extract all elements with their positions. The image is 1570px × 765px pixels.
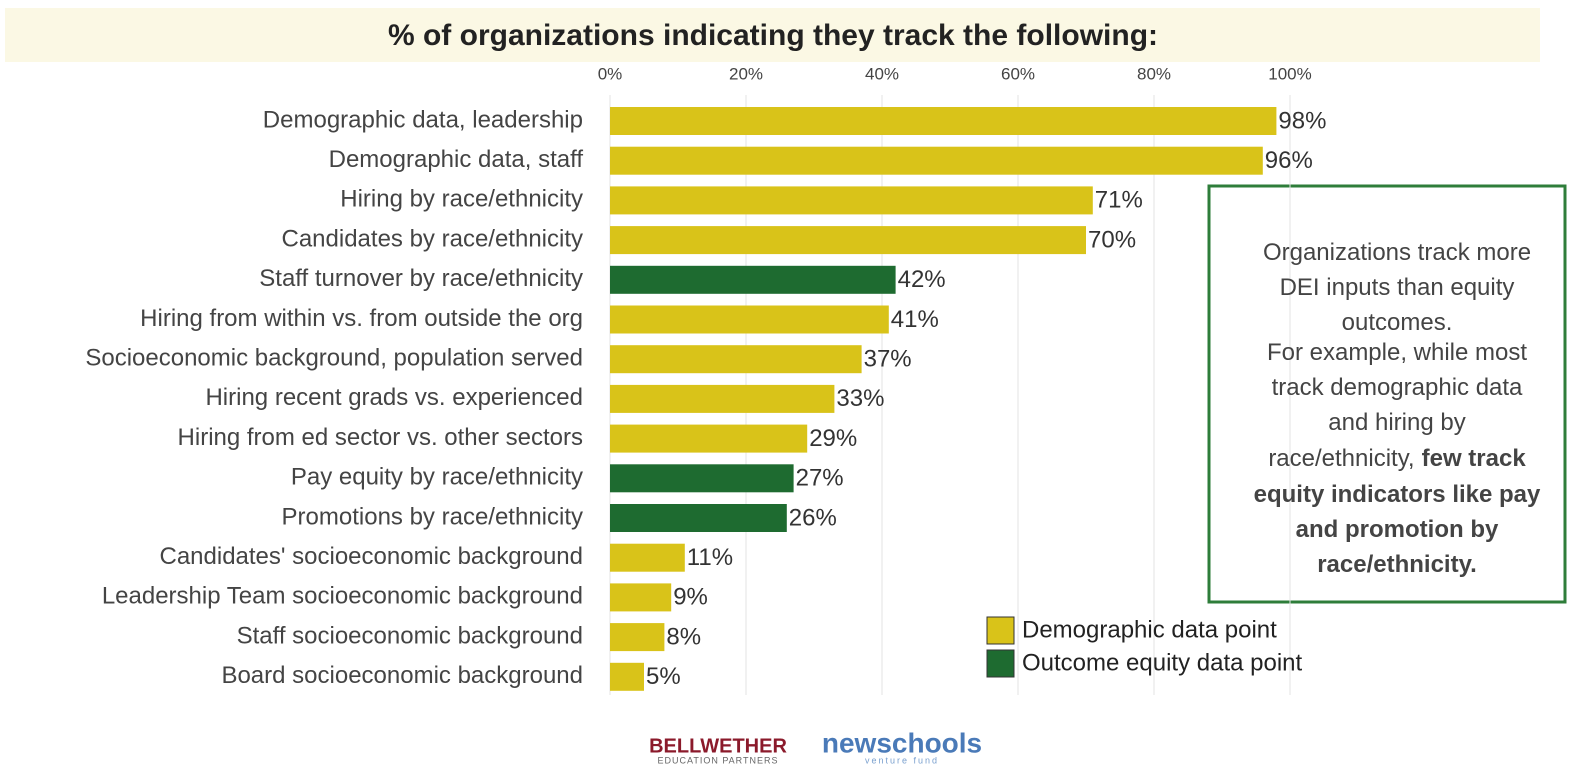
annotation-text: Organizations track more xyxy=(1263,239,1531,266)
annotation-text: DEI inputs than equity xyxy=(1280,274,1515,301)
bar xyxy=(610,662,644,691)
logo-bellwether-sub: EDUCATION PARTNERS xyxy=(657,755,778,765)
bar xyxy=(610,226,1086,255)
annotation-line: equity indicators like pay xyxy=(1254,481,1541,508)
data-label: 26% xyxy=(789,504,837,531)
data-label: 11% xyxy=(687,544,733,571)
data-label: 33% xyxy=(836,385,884,412)
y-tick-label: Board socioeconomic background xyxy=(221,662,583,689)
annotation-text: few track xyxy=(1422,445,1527,472)
annotation-line: Organizations track more xyxy=(1263,239,1531,266)
annotation-line: DEI inputs than equity xyxy=(1280,274,1515,301)
annotation-text: equity indicators like pay xyxy=(1254,481,1541,508)
bar xyxy=(610,623,665,652)
y-tick-label: Socioeconomic background, population ser… xyxy=(85,345,583,372)
x-tick-label: 80% xyxy=(1137,64,1171,83)
y-tick-label: Hiring by race/ethnicity xyxy=(340,186,583,213)
y-tick-label: Staff turnover by race/ethnicity xyxy=(259,265,583,292)
legend-swatch xyxy=(986,616,1015,645)
y-tick-label: Pay equity by race/ethnicity xyxy=(291,464,583,491)
annotation-text: outcomes. xyxy=(1342,309,1453,336)
data-label: 5% xyxy=(646,663,681,690)
y-tick-label: Demographic data, staff xyxy=(329,146,584,173)
x-tick-label: 40% xyxy=(865,64,899,83)
bar xyxy=(610,345,862,374)
annotation-text: For example, while most xyxy=(1267,339,1527,366)
data-label: 42% xyxy=(898,266,946,293)
chart-title: % of organizations indicating they track… xyxy=(388,19,1158,52)
legend-label: Demographic data point xyxy=(1022,616,1277,643)
x-tick-label: 0% xyxy=(598,64,623,83)
annotation-text: race/ethnicity. xyxy=(1317,551,1477,578)
y-tick-label: Promotions by race/ethnicity xyxy=(282,503,583,530)
bar xyxy=(610,424,808,453)
x-tick-label: 20% xyxy=(729,64,763,83)
data-label: 29% xyxy=(809,425,857,452)
x-tick-label: 60% xyxy=(1001,64,1035,83)
logo-newschools: newschools xyxy=(822,727,982,758)
legend-swatch xyxy=(986,649,1015,678)
x-tick-label: 100% xyxy=(1268,64,1311,83)
annotation-line: track demographic data xyxy=(1272,374,1523,401)
y-tick-label: Demographic data, leadership xyxy=(263,106,583,133)
bar xyxy=(610,186,1093,215)
y-tick-label: Candidates' socioeconomic background xyxy=(159,543,583,570)
y-tick-label: Candidates by race/ethnicity xyxy=(282,225,584,252)
data-label: 9% xyxy=(673,584,708,611)
bar xyxy=(610,384,835,413)
annotation-line: race/ethnicity. xyxy=(1317,551,1477,578)
y-tick-label: Hiring from within vs. from outside the … xyxy=(140,305,583,332)
data-label: 41% xyxy=(891,306,939,333)
data-label: 27% xyxy=(796,465,844,492)
bar xyxy=(610,305,889,334)
bar xyxy=(610,583,672,612)
annotation-text: and promotion by xyxy=(1296,516,1499,543)
title-banner xyxy=(5,8,1540,62)
bar xyxy=(610,107,1277,135)
data-label: 98% xyxy=(1278,107,1326,134)
y-tick-label: Hiring recent grads vs. experienced xyxy=(205,384,583,411)
bar xyxy=(610,504,787,532)
y-tick-label: Leadership Team socioeconomic background xyxy=(102,583,583,610)
annotation-text: track demographic data xyxy=(1272,374,1523,401)
bar xyxy=(610,146,1263,175)
data-label: 37% xyxy=(864,346,912,373)
annotation-line: outcomes. xyxy=(1342,309,1453,336)
y-tick-label: Hiring from ed sector vs. other sectors xyxy=(178,424,583,451)
annotation-box xyxy=(1207,184,1567,604)
y-tick-label: Staff socioeconomic background xyxy=(237,622,583,649)
bar xyxy=(610,464,794,493)
annotation-line: and hiring by xyxy=(1328,409,1465,436)
data-label: 70% xyxy=(1088,226,1136,253)
annotation-line: and promotion by xyxy=(1296,516,1499,543)
annotation-text: and hiring by xyxy=(1328,409,1465,436)
annotation-line: For example, while most xyxy=(1267,339,1527,366)
logo-bellwether: BELLWETHER xyxy=(649,735,787,757)
bar xyxy=(610,543,685,572)
annotation-line: race/ethnicity, few track xyxy=(1268,445,1526,472)
data-label: 71% xyxy=(1095,187,1143,214)
logo-newschools-sub: venture fund xyxy=(865,755,939,765)
data-label: 96% xyxy=(1265,147,1313,174)
bar xyxy=(610,265,896,294)
annotation-text: race/ethnicity, xyxy=(1268,445,1414,472)
legend-label: Outcome equity data point xyxy=(1022,649,1303,676)
data-label: 8% xyxy=(666,623,701,650)
